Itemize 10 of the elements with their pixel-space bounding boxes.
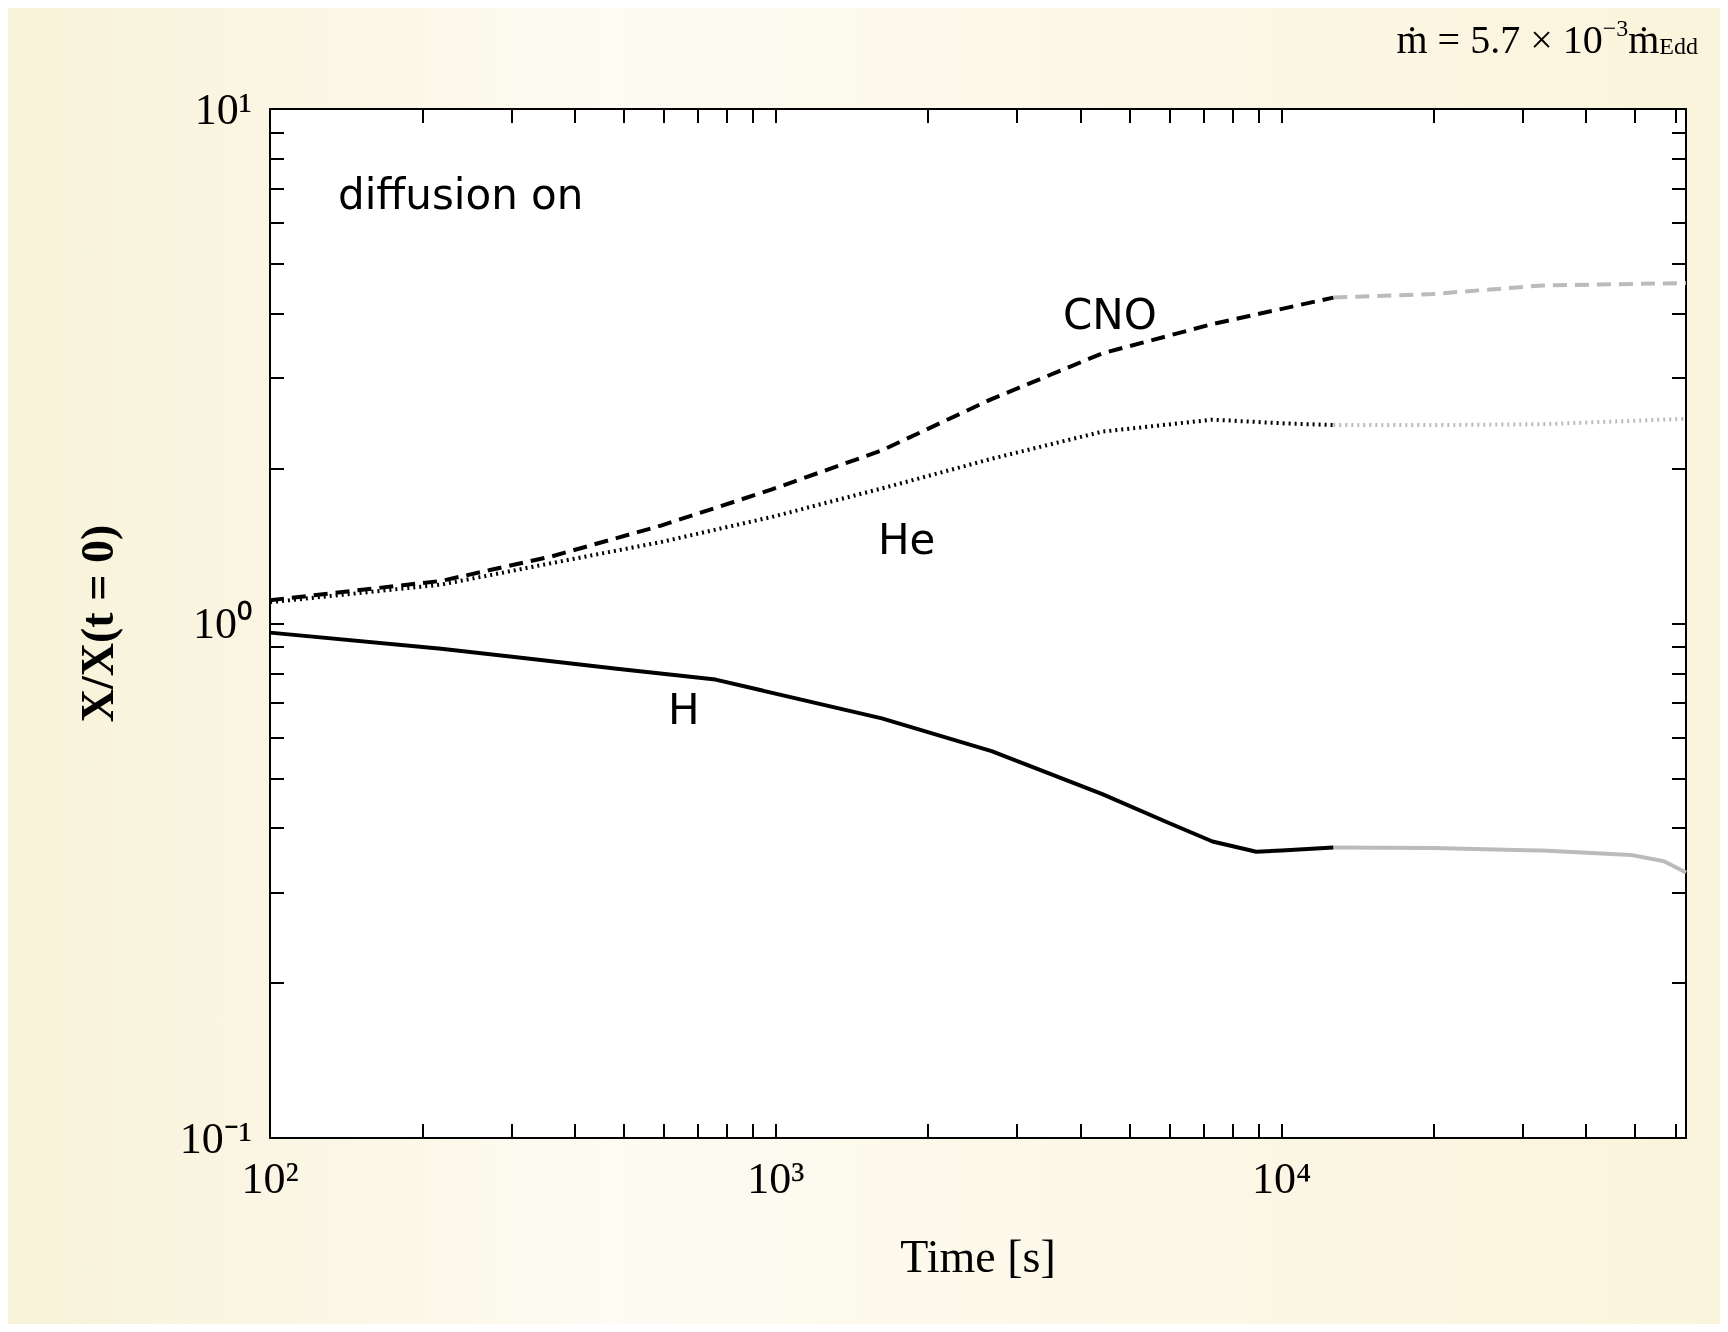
- y-axis-title: X/X(t = 0): [71, 524, 123, 723]
- annotation: CNO: [1063, 289, 1157, 339]
- annotation: diffusion on: [338, 169, 584, 219]
- x-axis-title: Time [s]: [900, 1230, 1056, 1282]
- y-tick-label: 10¹: [194, 84, 252, 134]
- annotation: H: [668, 684, 700, 734]
- annotation: He: [878, 514, 936, 564]
- x-tick-label: 10³: [747, 1153, 805, 1203]
- y-tick-label: 10⁰: [193, 599, 252, 648]
- x-tick-label: 10⁴: [1251, 1153, 1312, 1203]
